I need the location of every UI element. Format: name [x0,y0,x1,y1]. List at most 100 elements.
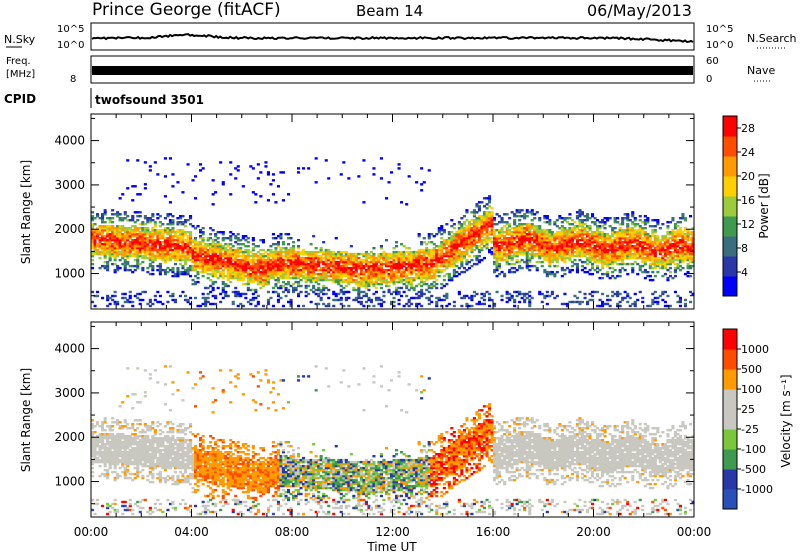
power-cell [447,276,451,280]
power-cell [460,233,464,236]
power-cell [485,225,489,228]
power-cell [166,252,170,256]
power-cell [678,247,682,250]
power-cell [681,243,685,246]
power-cell [651,256,655,260]
power-cell [500,239,504,242]
power-cell [259,270,263,274]
power-cell [91,290,95,294]
power-cell [676,254,680,258]
power-cell [229,252,233,256]
power-cell [128,243,132,246]
power-cell [133,229,137,232]
power-cell [339,258,343,262]
power-cell [244,292,248,296]
power-cell [307,254,311,258]
power-cell [194,264,198,268]
power-cell [558,227,562,230]
power-cell [578,254,582,258]
power-cell [601,262,605,266]
power-cell [452,304,456,308]
power-cell [166,248,170,252]
power-cell [666,256,670,260]
power-cell [430,233,434,236]
power-cell [515,235,519,238]
power-cell [538,248,542,252]
power-cell [390,276,394,280]
power-cell [593,250,597,254]
power-cell [518,260,522,264]
power-cell [274,272,278,276]
power-cell [332,254,336,258]
power-cell [387,290,391,294]
power-cell [538,243,542,246]
power-cell [241,260,245,264]
power-cell [631,237,635,240]
power-cell [530,227,534,230]
power-cell [148,252,152,256]
power-cell [548,237,552,240]
power-cell [676,266,680,270]
power-cell [472,241,476,244]
power-cell [500,270,504,274]
power-cell [668,237,672,240]
power-cell [578,209,582,212]
power-cell [382,268,386,272]
power-cell [339,268,343,272]
power-cell [580,247,584,250]
power-cell [505,256,509,260]
power-cell [118,227,122,230]
power-cell [314,252,318,256]
power-cell [289,300,293,304]
power-cell [658,260,662,264]
power-cell [158,264,162,268]
power-cell [580,229,584,232]
power-cell [156,233,160,236]
power-cell [520,233,524,236]
power-cell [246,270,250,274]
power-cell [477,233,481,236]
power-cell [548,260,552,264]
power-cell [219,264,223,268]
power-cell [613,245,617,248]
power-cell [412,256,416,260]
power-cell [173,262,177,266]
power-cell [266,256,270,260]
power-cell [430,268,434,272]
power-cell [593,290,597,294]
power-cell [528,245,532,248]
power-cell [163,175,167,178]
power-cell [367,266,371,270]
power-cell [548,248,552,252]
power-cell [528,223,532,226]
power-cell [171,173,175,176]
power-cell [337,262,341,266]
power-cell [586,243,590,246]
power-cell [505,213,509,216]
power-cell [113,254,117,258]
power-cell [538,227,542,230]
power-cell [596,229,600,232]
power-cell [106,262,110,266]
power-cell [485,239,489,242]
power-cell [407,254,411,258]
power-cell [261,239,265,242]
power-cell [184,258,188,262]
power-cell [598,235,602,238]
power-cell [344,278,348,282]
power-cell [397,290,401,294]
power-cell [560,233,564,236]
power-cell [307,268,311,272]
power-cell [455,270,459,274]
power-cell [493,250,497,254]
power-cell [176,250,180,254]
power-cell [450,250,454,254]
power-cell [442,258,446,262]
power-cell [133,225,137,228]
power-cell [425,288,429,292]
power-cell [666,268,670,272]
power-cell [633,300,637,304]
power-cell [261,256,265,260]
power-cell [673,262,677,266]
power-cell [221,288,225,292]
